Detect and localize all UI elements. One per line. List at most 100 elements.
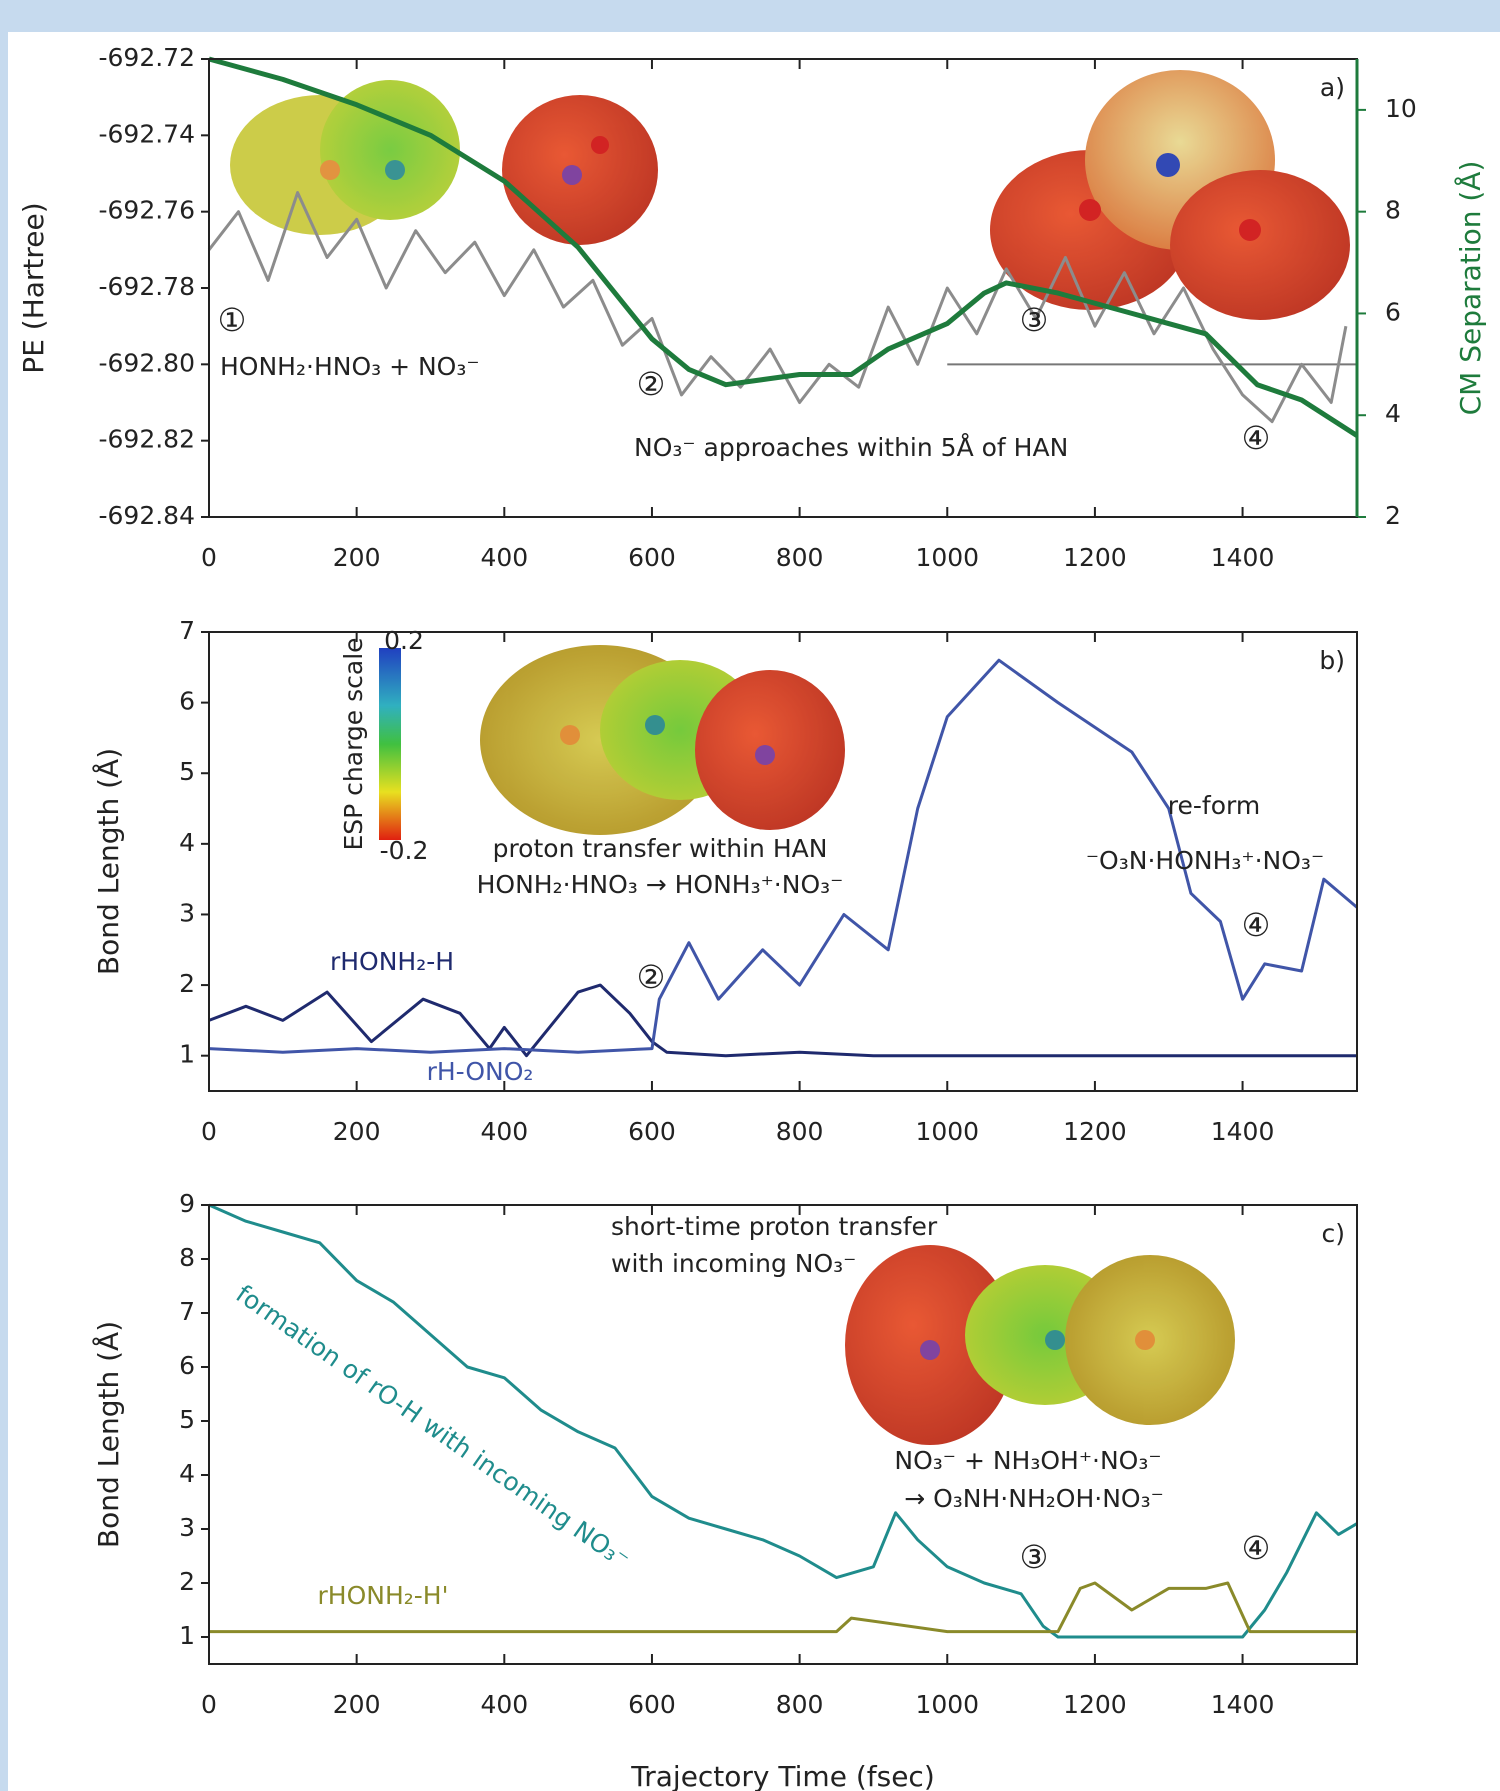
molecule-c	[845, 1245, 1235, 1445]
series-line	[208, 1203, 1358, 1639]
y-axis-label: PE (Hartree)	[17, 202, 50, 373]
y-tick-label: -692.84	[99, 501, 196, 530]
molecule-a2	[502, 95, 658, 245]
x-tick-label: 400	[480, 1690, 528, 1719]
y-tick-label: 1	[179, 1040, 195, 1069]
annotation: ⁻O₃N·HONH₃⁺·NO₃⁻	[1086, 846, 1324, 875]
y-axis-label: Bond Length (Å)	[91, 748, 125, 975]
y-tick-label: 7	[179, 616, 195, 645]
annotation: rHONH₂-H'	[318, 1581, 449, 1610]
esp-colorbar	[379, 648, 401, 840]
y-axis-label: Bond Length (Å)	[91, 1321, 125, 1548]
x-tick-label: 600	[628, 1117, 676, 1146]
figure-background	[8, 32, 1500, 1791]
annotation: rHONH₂-H	[330, 947, 454, 976]
molecule-b	[480, 645, 845, 835]
x-tick-label: 200	[333, 1690, 381, 1719]
x-tick-label: 800	[776, 543, 824, 572]
y-tick-label: -692.80	[99, 348, 196, 377]
colorbar-tick-label: -0.2	[380, 836, 429, 865]
y-tick-label: 4	[179, 1459, 195, 1488]
annotation: short-time proton transfer	[611, 1212, 938, 1241]
y-tick-label: 7	[179, 1297, 195, 1326]
x-tick-label: 1400	[1211, 1690, 1275, 1719]
y-tick-label: -692.72	[99, 43, 196, 72]
annotation: re-form	[1168, 791, 1260, 820]
annotation: ③	[1020, 301, 1049, 339]
x-tick-label: 600	[628, 1690, 676, 1719]
x-tick-label: 800	[776, 1117, 824, 1146]
series-line	[208, 983, 1357, 1058]
annotation: proton transfer within HAN	[493, 834, 828, 863]
y-tick-label: 8	[179, 1243, 195, 1272]
y2-tick-label: 8	[1385, 196, 1401, 225]
annotation: ④	[1242, 1529, 1271, 1567]
y2-tick-label: 2	[1385, 501, 1401, 530]
y2-axis-label: CM Separation (Å)	[1453, 161, 1487, 416]
y-tick-label: 1	[179, 1621, 195, 1650]
y2-tick-label: 4	[1385, 399, 1401, 428]
annotation: HONH₂·HNO₃ + NO₃⁻	[220, 352, 480, 381]
y-tick-label: 6	[179, 1351, 195, 1380]
x-tick-label: 600	[628, 543, 676, 572]
colorbar-title: ESP charge scale	[339, 637, 368, 850]
panel-label: a)	[1320, 73, 1345, 102]
annotation: ②	[637, 365, 666, 403]
annotation: ④	[1242, 419, 1271, 457]
annotation: NO₃⁻ + NH₃OH⁺·NO₃⁻	[894, 1446, 1161, 1475]
annotation: NO₃⁻ approaches within 5Å of HAN	[634, 433, 1068, 462]
x-tick-label: 400	[480, 543, 528, 572]
x-tick-label: 1200	[1063, 543, 1127, 572]
panel-label: b)	[1319, 646, 1345, 675]
x-tick-label: 0	[201, 1117, 217, 1146]
x-tick-label: 1400	[1211, 1117, 1275, 1146]
x-tick-label: 1200	[1063, 1690, 1127, 1719]
annotation: HONH₂·HNO₃ → HONH₃⁺·NO₃⁻	[477, 870, 844, 899]
molecule-a1	[230, 80, 460, 235]
plot-frame	[208, 1204, 1358, 1665]
annotation: ①	[218, 301, 247, 339]
colorbar-tick-label: 0.2	[384, 626, 424, 655]
x-tick-label: 1400	[1211, 543, 1275, 572]
annotation: rH-ONO₂	[427, 1057, 534, 1086]
y-tick-label: 5	[179, 757, 195, 786]
y-tick-label: 2	[179, 1567, 195, 1596]
x-tick-label: 1000	[915, 1117, 979, 1146]
annotation: ②	[637, 958, 666, 996]
x-tick-label: 800	[776, 1690, 824, 1719]
x-tick-label: 1200	[1063, 1117, 1127, 1146]
y-tick-label: 5	[179, 1405, 195, 1434]
panel-label: c)	[1322, 1219, 1346, 1248]
annotation: ④	[1242, 906, 1271, 944]
x-tick-label: 0	[201, 1690, 217, 1719]
y-tick-label: 6	[179, 687, 195, 716]
y-tick-label: -692.82	[99, 425, 196, 454]
x-tick-label: 1000	[915, 1690, 979, 1719]
annotation: ③	[1020, 1538, 1049, 1576]
x-tick-label: 1000	[915, 543, 979, 572]
series-line	[208, 658, 1358, 1054]
y-tick-label: 4	[179, 828, 195, 857]
annotation: with incoming NO₃⁻	[611, 1249, 856, 1278]
x-tick-label: 400	[480, 1117, 528, 1146]
x-tick-label: 200	[333, 543, 381, 572]
y-tick-label: 9	[179, 1189, 195, 1218]
y-tick-label: -692.78	[99, 272, 196, 301]
annotation: → O₃NH·NH₂OH·NO₃⁻	[904, 1484, 1164, 1513]
plot-frame	[208, 631, 1358, 1092]
series-line	[209, 1581, 1357, 1634]
y-tick-label: -692.76	[99, 196, 196, 225]
series-line	[208, 56, 1359, 438]
x-tick-label: 0	[201, 543, 217, 572]
y-tick-label: 3	[179, 1513, 195, 1542]
y-tick-label: 2	[179, 969, 195, 998]
y-tick-label: 3	[179, 898, 195, 927]
x-axis-label: Trajectory Time (fsec)	[630, 1760, 935, 1791]
y2-tick-label: 6	[1385, 297, 1401, 326]
x-tick-label: 200	[333, 1117, 381, 1146]
molecule-a3	[990, 70, 1350, 320]
y-tick-label: -692.74	[99, 119, 196, 148]
y2-tick-label: 10	[1385, 94, 1417, 123]
